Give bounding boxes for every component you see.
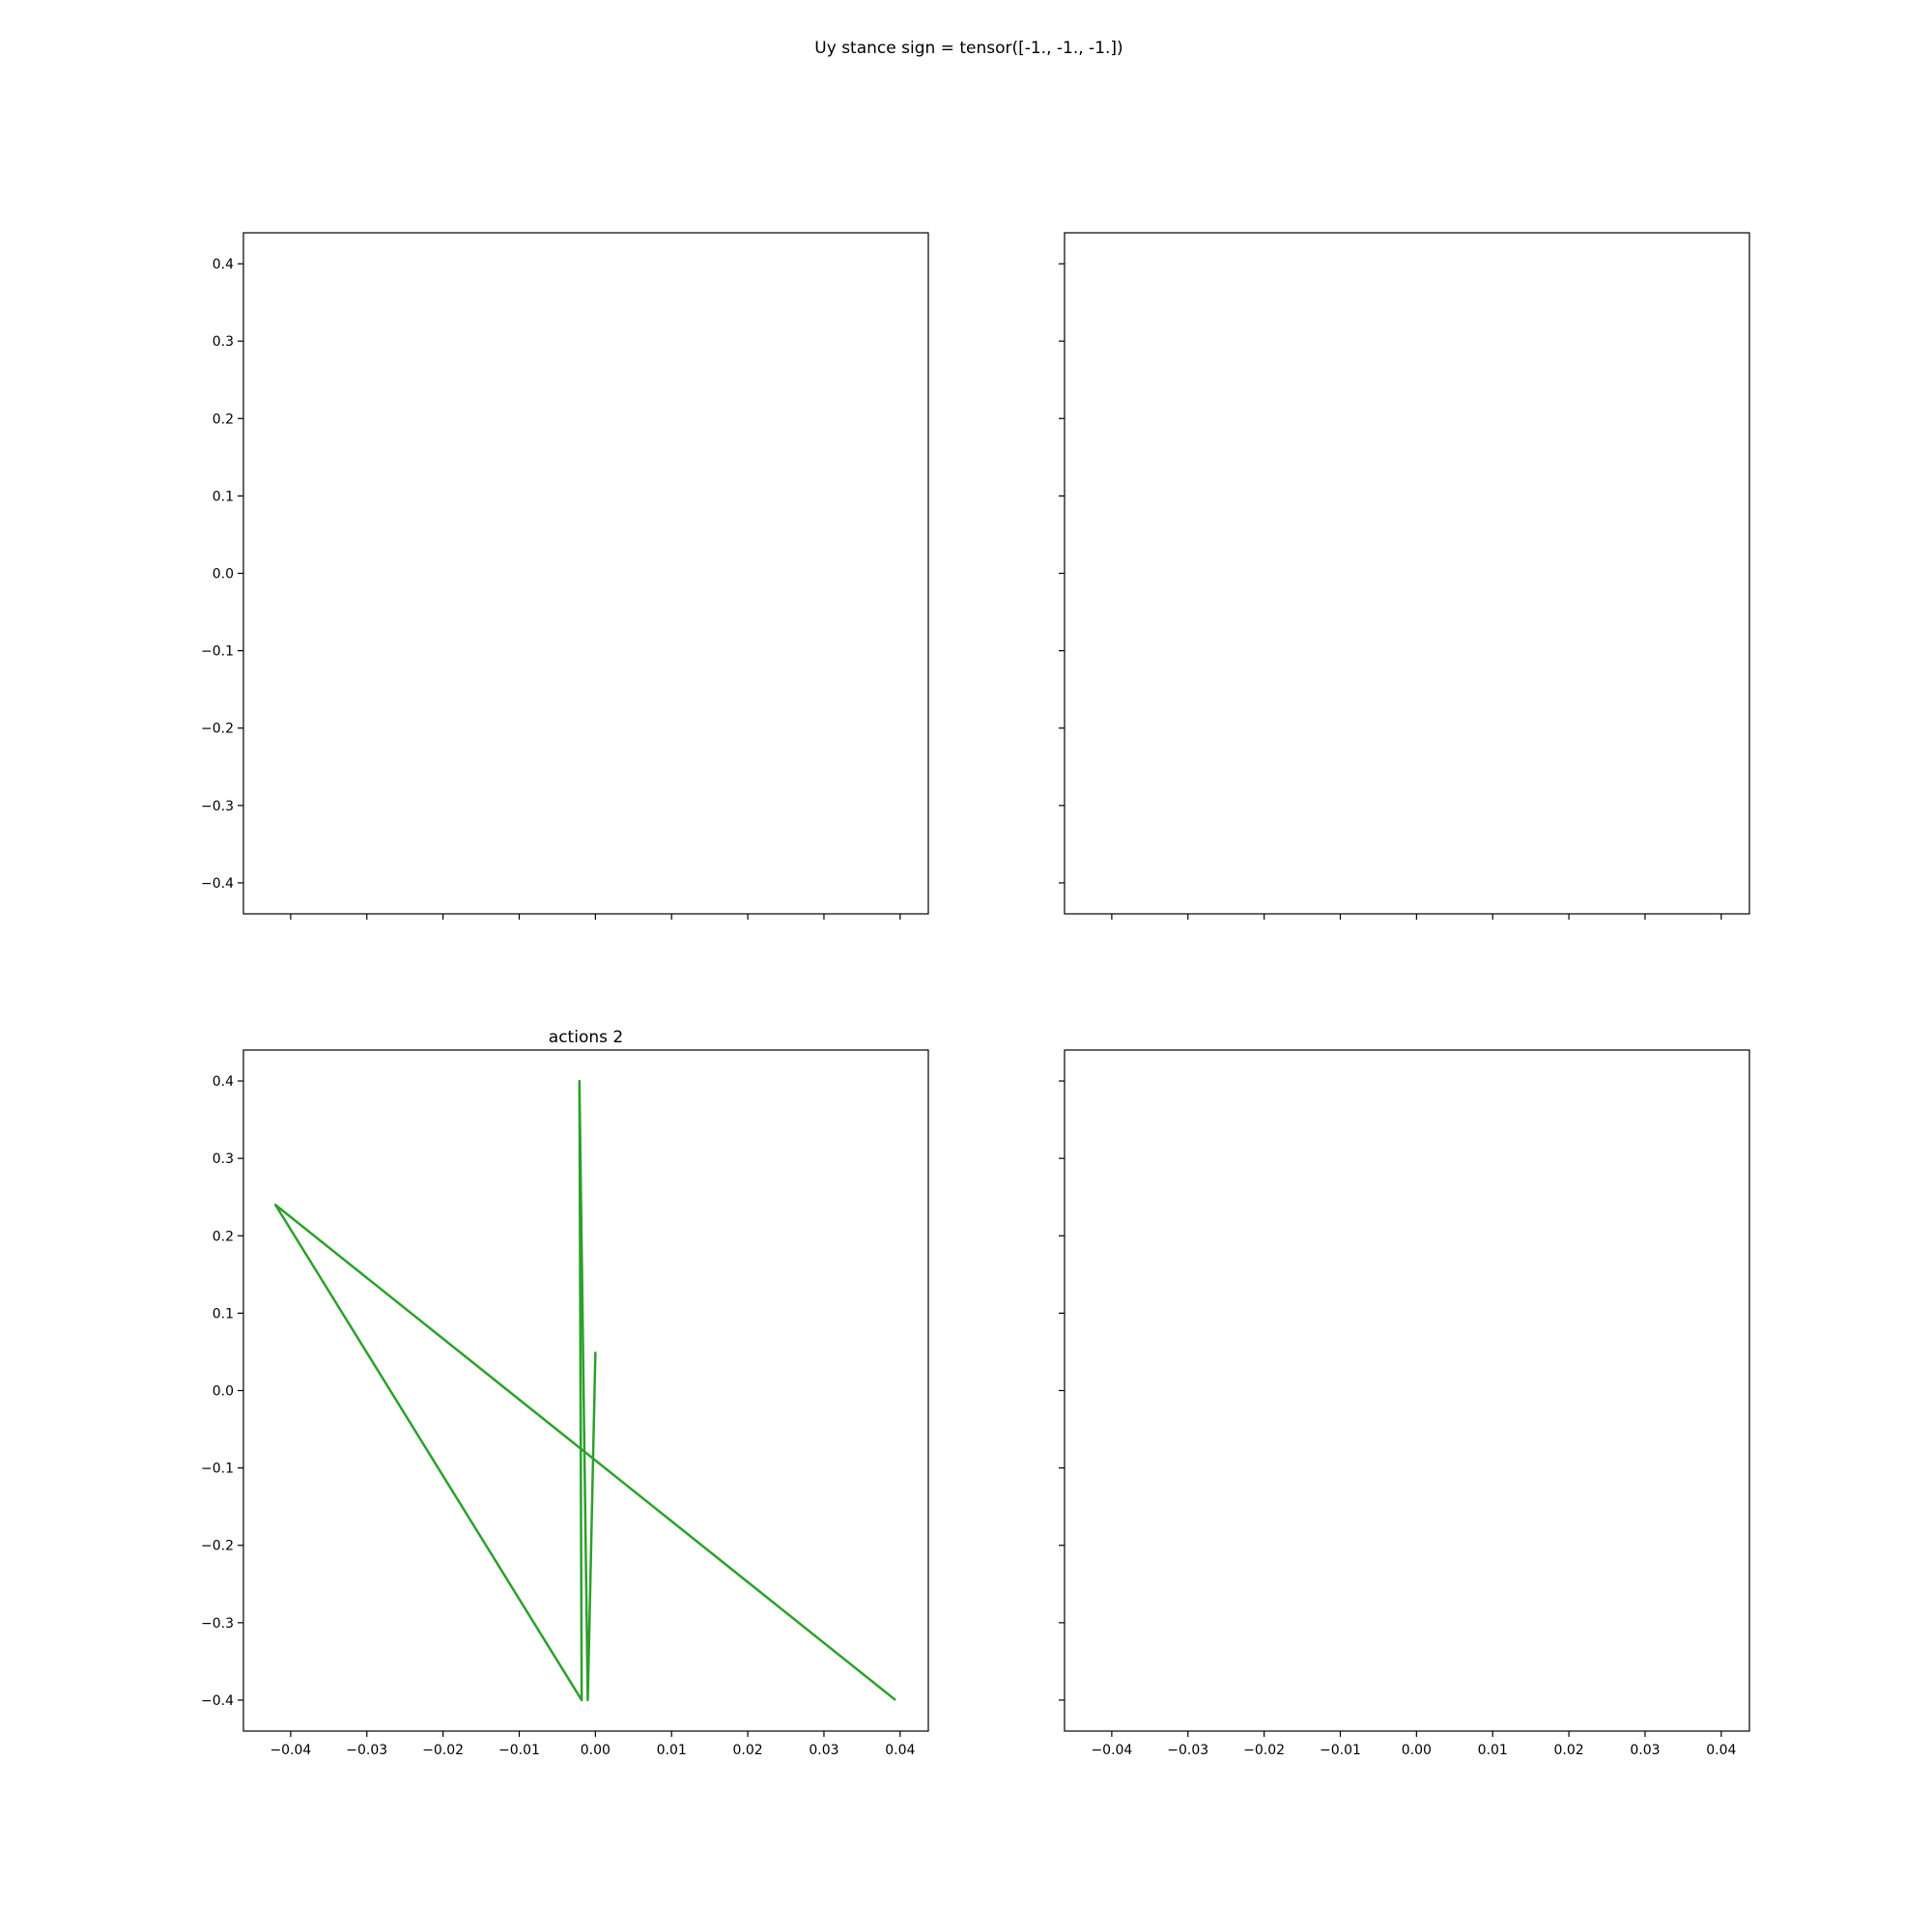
x-tick-label: 0.03 (1630, 1743, 1660, 1758)
x-tick-label: −0.04 (270, 1743, 311, 1758)
x-tick-label: 0.04 (885, 1743, 915, 1758)
subplot-top-left: 0.4 0.3 0.2 0.1 0.0 −0.1 −0.2 −0.3 −0.4 (201, 232, 929, 920)
x-tick-label: −0.03 (1167, 1743, 1208, 1758)
subplot-title: actions 2 (549, 1028, 623, 1047)
subplot-top-right (1059, 232, 1750, 920)
y-tick-label: 0.0 (213, 567, 234, 582)
x-tick-label: 0.00 (581, 1743, 611, 1758)
x-tick-label: 0.01 (657, 1743, 687, 1758)
x-tick-label: 0.00 (1402, 1743, 1432, 1758)
y-tick-label: −0.4 (201, 1693, 234, 1709)
axes-frame (1064, 1049, 1750, 1732)
axes-frame (242, 232, 929, 915)
y-tick-label: −0.3 (201, 1616, 234, 1632)
y-tick-label: 0.1 (213, 1306, 234, 1321)
axes-frame (1064, 232, 1750, 915)
y-tick-label: 0.4 (213, 1074, 234, 1090)
x-tick-label: 0.02 (1554, 1743, 1584, 1758)
x-tick-label: 0.01 (1478, 1743, 1508, 1758)
y-tick-label: 0.4 (213, 257, 234, 272)
y-tick-label: 0.0 (213, 1384, 234, 1400)
x-tick-label: 0.04 (1706, 1743, 1736, 1758)
x-tick-label: −0.02 (1243, 1743, 1285, 1758)
y-tick-label: −0.3 (201, 799, 234, 814)
x-tick-label: 0.02 (733, 1743, 763, 1758)
y-tick-label: −0.2 (201, 1539, 234, 1554)
y-tick-label: −0.4 (201, 876, 234, 892)
figure-suptitle: Uy stance sign = tensor([-1., -1., -1.]) (814, 39, 1122, 58)
x-tick-label: −0.01 (498, 1743, 540, 1758)
y-tick-label: −0.1 (201, 1462, 234, 1477)
x-tick-label: −0.01 (1320, 1743, 1361, 1758)
subplot-bottom-right: −0.04 −0.03 −0.02 −0.01 0.00 0.01 0.02 0.03 0.04 (1059, 1049, 1750, 1758)
y-tick-label: 0.3 (213, 1151, 234, 1167)
y-tick-label: 0.1 (213, 489, 234, 504)
y-tick-label: −0.1 (201, 644, 234, 660)
x-tick-label: −0.03 (346, 1743, 387, 1758)
y-tick-label: 0.3 (213, 334, 234, 350)
y-tick-label: −0.2 (201, 722, 234, 737)
x-tick-label: −0.04 (1091, 1743, 1132, 1758)
subplot-bottom-left: −0.04 −0.03 −0.02 −0.01 0.00 0.01 0.02 0.03 0.04… (201, 1028, 929, 1758)
y-tick-label: 0.2 (213, 1229, 234, 1244)
x-tick-label: −0.02 (422, 1743, 464, 1758)
y-tick-label: 0.2 (213, 412, 234, 427)
x-tick-label: 0.03 (809, 1743, 838, 1758)
series-line (273, 1079, 896, 1702)
